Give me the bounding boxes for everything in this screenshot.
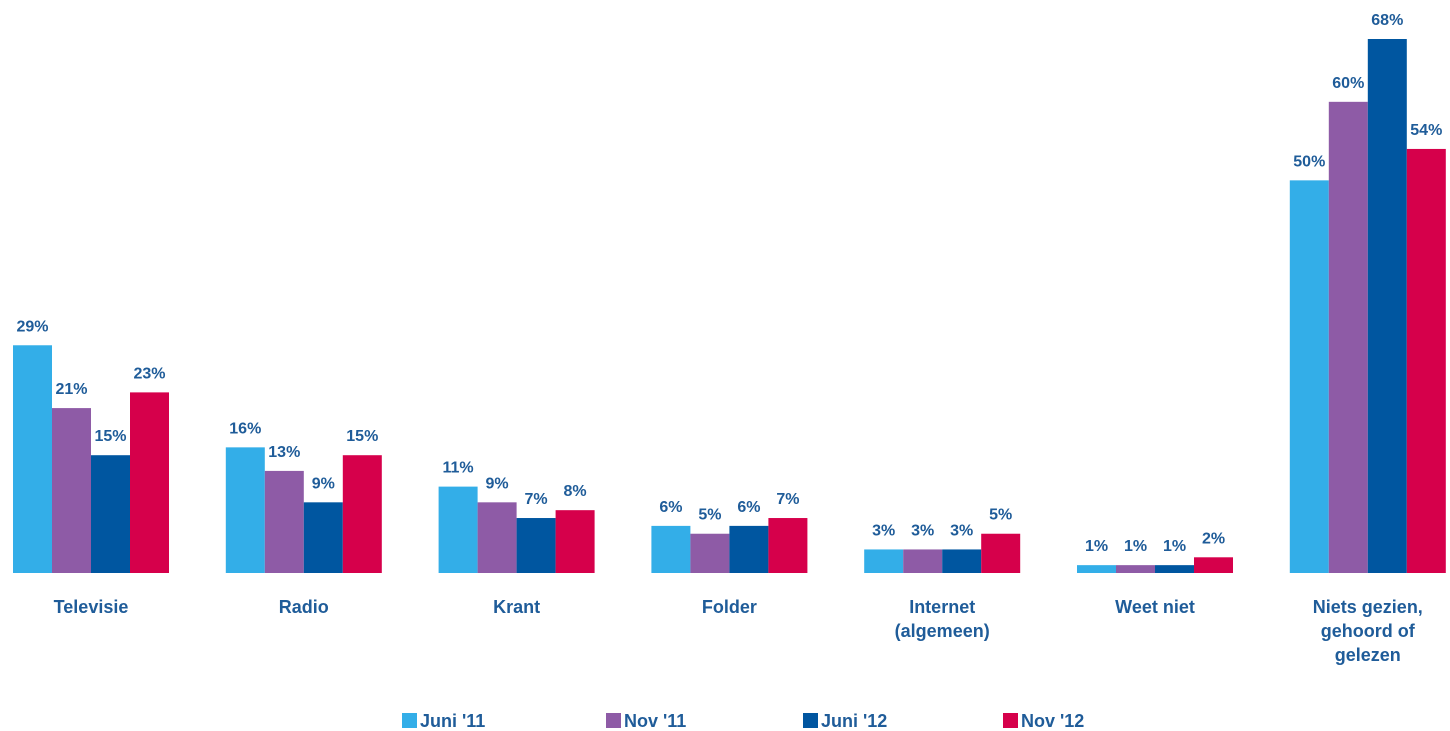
bar <box>438 486 478 573</box>
value-label: 6% <box>659 499 682 516</box>
bar <box>477 502 517 573</box>
value-label: 15% <box>94 428 126 445</box>
bar <box>1289 180 1329 573</box>
bar <box>729 525 769 573</box>
category-line: Krant <box>493 597 540 617</box>
value-label: 3% <box>911 522 934 539</box>
bar <box>981 533 1021 573</box>
value-label: 1% <box>1163 538 1186 555</box>
bar <box>1328 101 1368 573</box>
bar <box>130 392 169 573</box>
value-label: 9% <box>312 475 335 492</box>
category-line: Televisie <box>54 597 129 617</box>
value-label: 13% <box>268 444 300 461</box>
legend-swatch <box>1003 713 1018 728</box>
value-label: 11% <box>443 460 474 477</box>
value-label: 68% <box>1371 12 1403 29</box>
category-line: (algemeen) <box>895 621 990 641</box>
value-label: 9% <box>486 475 509 492</box>
bar <box>555 510 595 573</box>
legend-label: Juni '12 <box>821 711 887 731</box>
value-label: 1% <box>1124 538 1147 555</box>
value-label: 60% <box>1332 75 1364 92</box>
category-line: Radio <box>279 597 329 617</box>
bar <box>13 345 52 573</box>
value-label: 3% <box>872 522 895 539</box>
bar <box>1367 39 1407 573</box>
value-label: 3% <box>950 522 973 539</box>
legend-swatch <box>402 713 417 728</box>
bar <box>903 549 943 573</box>
bar <box>1155 565 1194 573</box>
category-line: Weet niet <box>1115 597 1195 617</box>
bar <box>942 549 982 573</box>
bar <box>1116 565 1155 573</box>
value-label: 15% <box>346 428 378 445</box>
legend-label: Juni '11 <box>420 711 485 731</box>
bar <box>768 518 808 573</box>
bar <box>342 455 382 573</box>
value-label: 54% <box>1410 122 1442 139</box>
category-line: Folder <box>702 597 757 617</box>
category-label: Niets gezien, gehoord of gelezen <box>1313 597 1423 665</box>
bar <box>52 408 91 573</box>
value-label: 1% <box>1085 538 1108 555</box>
value-label: 7% <box>525 491 548 508</box>
value-label: 8% <box>564 483 587 500</box>
bar <box>1077 565 1116 573</box>
value-label: 6% <box>737 499 760 516</box>
bar <box>91 455 130 573</box>
value-label: 7% <box>776 491 799 508</box>
category-label: Folder <box>702 597 757 617</box>
value-label: 5% <box>698 507 721 524</box>
value-label: 23% <box>133 365 165 382</box>
bar <box>864 549 904 573</box>
value-label: 50% <box>1293 153 1325 170</box>
category-line: gelezen <box>1335 645 1401 665</box>
legend-label: Nov '11 <box>624 711 686 731</box>
category-label: Krant <box>493 597 540 617</box>
category-line: Internet <box>909 597 975 617</box>
bar <box>264 470 304 573</box>
bar <box>303 502 343 573</box>
bar <box>1194 557 1233 573</box>
bar <box>690 533 730 573</box>
value-label: 16% <box>229 420 261 437</box>
bar <box>225 447 265 573</box>
bar <box>1406 148 1446 574</box>
legend-label: Nov '12 <box>1021 711 1084 731</box>
value-label: 29% <box>16 318 48 335</box>
value-label: 5% <box>989 507 1012 524</box>
category-line: gehoord of <box>1321 621 1416 641</box>
category-label: Weet niet <box>1115 597 1195 617</box>
bar <box>651 525 691 573</box>
category-label: Internet (algemeen) <box>895 597 990 641</box>
value-label: 2% <box>1202 530 1225 547</box>
category-label: Radio <box>279 597 329 617</box>
legend-swatch <box>803 713 818 728</box>
category-line: Niets gezien, <box>1313 597 1423 617</box>
legend-swatch <box>606 713 621 728</box>
value-label: 21% <box>55 381 87 398</box>
bar <box>516 518 556 573</box>
category-label: Televisie <box>54 597 129 617</box>
